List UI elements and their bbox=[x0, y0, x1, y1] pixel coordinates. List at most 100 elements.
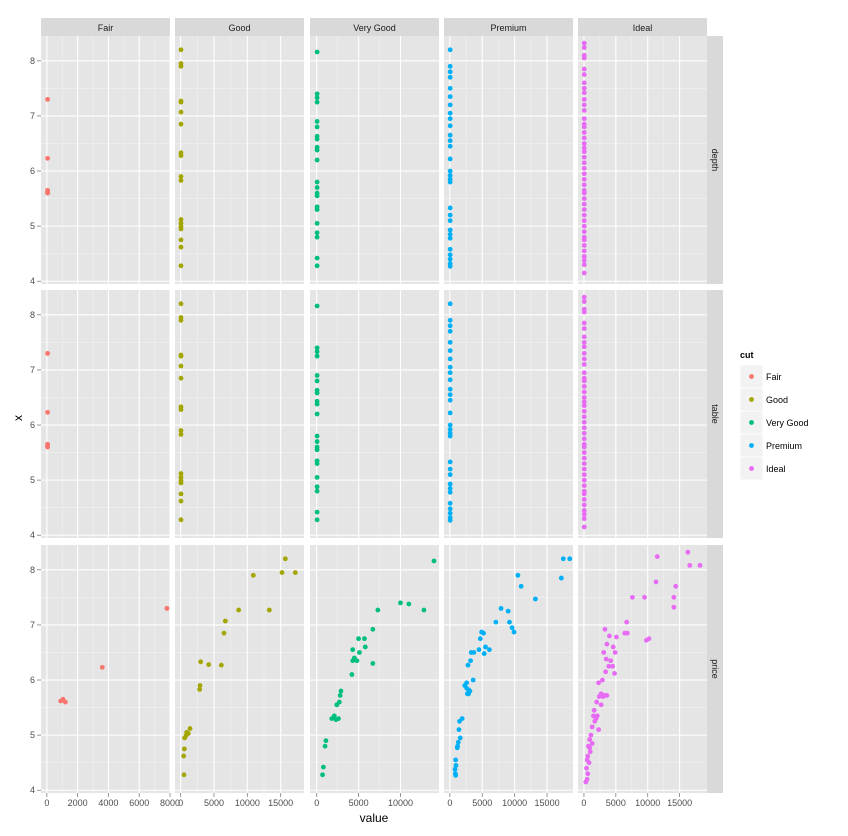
data-point bbox=[334, 702, 340, 708]
data-point bbox=[581, 160, 587, 166]
data-point bbox=[447, 410, 453, 416]
data-point bbox=[468, 658, 473, 664]
data-point bbox=[314, 136, 320, 142]
data-point bbox=[581, 450, 587, 455]
data-point bbox=[45, 189, 51, 195]
data-point bbox=[447, 427, 453, 432]
data-point bbox=[447, 235, 453, 241]
data-point bbox=[236, 607, 242, 613]
data-point bbox=[447, 69, 453, 75]
data-point bbox=[447, 74, 453, 80]
data-point bbox=[447, 227, 453, 233]
data-point bbox=[197, 683, 203, 688]
data-point bbox=[581, 257, 587, 263]
panel-background bbox=[41, 290, 170, 538]
data-point bbox=[598, 702, 604, 708]
data-point bbox=[581, 165, 587, 171]
data-point bbox=[178, 226, 184, 232]
panel-depth-very-good bbox=[310, 36, 439, 284]
data-point bbox=[62, 699, 68, 705]
x-tick-label: 2000 bbox=[68, 798, 88, 808]
data-point bbox=[314, 349, 320, 355]
data-point bbox=[314, 119, 320, 124]
data-point bbox=[182, 735, 188, 741]
data-point bbox=[447, 377, 453, 383]
data-point bbox=[581, 262, 587, 268]
data-point bbox=[505, 608, 511, 614]
data-point bbox=[164, 605, 170, 611]
data-point bbox=[486, 647, 492, 653]
data-point bbox=[370, 626, 376, 632]
data-point bbox=[644, 637, 649, 643]
data-point bbox=[581, 356, 587, 362]
legend-item-ideal: Ideal bbox=[739, 456, 786, 481]
data-point bbox=[509, 625, 515, 631]
data-point bbox=[181, 746, 187, 752]
data-point bbox=[447, 459, 453, 465]
data-point bbox=[588, 732, 594, 738]
data-point bbox=[447, 397, 453, 403]
data-point bbox=[581, 196, 587, 201]
data-point bbox=[606, 663, 612, 669]
data-point bbox=[560, 556, 566, 562]
panel-table-good bbox=[175, 290, 304, 538]
data-point bbox=[45, 409, 51, 415]
data-point bbox=[581, 511, 587, 517]
y-axis-depth: 4 5 6 7 8 bbox=[30, 56, 41, 286]
data-point bbox=[447, 47, 453, 53]
data-point bbox=[99, 664, 105, 670]
legend: cut Fair Good Very Good Premium Ideal bbox=[739, 350, 809, 481]
data-point bbox=[614, 634, 619, 640]
data-point bbox=[197, 686, 203, 692]
data-point bbox=[447, 323, 453, 329]
data-point bbox=[581, 370, 587, 376]
x-tick-label: 0 bbox=[581, 798, 586, 808]
data-point bbox=[187, 726, 193, 731]
data-point bbox=[447, 102, 453, 108]
data-point bbox=[581, 248, 587, 254]
strip-background bbox=[707, 36, 723, 284]
data-point bbox=[603, 669, 609, 675]
data-point bbox=[178, 471, 184, 476]
data-point bbox=[314, 390, 320, 396]
strip-label: Fair bbox=[98, 23, 114, 33]
x-tick-label: 8000 bbox=[160, 798, 180, 808]
panel-price-very-good bbox=[310, 545, 439, 793]
data-point bbox=[581, 455, 587, 461]
data-point bbox=[581, 395, 587, 400]
data-point bbox=[685, 549, 691, 555]
data-point bbox=[447, 252, 453, 258]
y-axis-table: 4 5 6 7 8 bbox=[30, 310, 41, 540]
data-point bbox=[581, 40, 587, 46]
x-tick-label: 10000 bbox=[635, 798, 660, 808]
data-point bbox=[406, 601, 412, 607]
panel-background bbox=[41, 36, 170, 284]
data-point bbox=[314, 124, 320, 130]
data-point bbox=[447, 510, 453, 516]
data-point bbox=[447, 246, 453, 252]
data-point bbox=[589, 741, 595, 746]
data-point bbox=[453, 757, 459, 763]
x-tick-label: 4000 bbox=[98, 798, 118, 808]
data-point bbox=[581, 254, 587, 259]
data-point bbox=[673, 583, 679, 589]
data-point bbox=[581, 190, 587, 196]
facet-strip-table: table bbox=[707, 290, 723, 538]
data-point bbox=[603, 656, 609, 662]
facet-strip-fair: Fair bbox=[41, 18, 170, 36]
data-point bbox=[178, 121, 184, 127]
x-tick-label: 0 bbox=[314, 798, 319, 808]
data-point bbox=[178, 244, 184, 250]
panel-background bbox=[175, 545, 304, 793]
data-point bbox=[338, 688, 344, 694]
data-point bbox=[447, 481, 453, 487]
panel-background bbox=[578, 290, 707, 538]
data-point bbox=[370, 661, 376, 666]
data-point bbox=[581, 461, 587, 466]
data-point bbox=[314, 474, 320, 480]
data-point bbox=[314, 439, 320, 444]
legend-label: Fair bbox=[766, 372, 782, 382]
data-point bbox=[581, 55, 587, 61]
data-point bbox=[314, 517, 320, 523]
data-point bbox=[447, 116, 453, 122]
